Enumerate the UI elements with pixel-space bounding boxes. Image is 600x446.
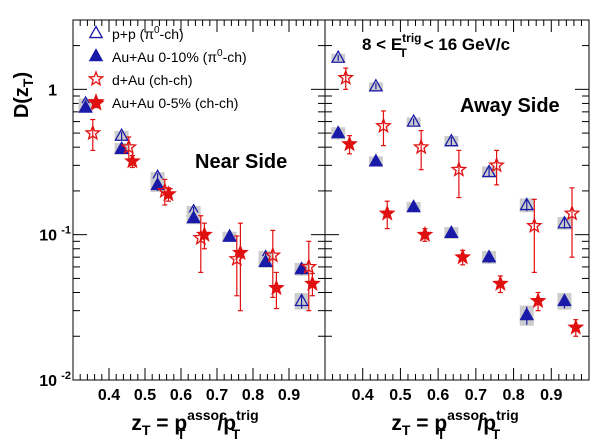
x-tick-label: 0.8 <box>242 387 264 404</box>
legend-marker <box>87 70 105 87</box>
data-point <box>557 293 572 307</box>
series-3 <box>87 94 321 312</box>
plot-frame <box>324 19 590 381</box>
y-axis-label: D(zT) <box>11 72 36 118</box>
data-point <box>481 249 497 263</box>
series-1 <box>78 99 309 276</box>
legend-label: Au+Au 0-5% (ch-ch) <box>112 95 238 111</box>
legend: p+p (π0-ch) Au+Au 0-10% (π0-ch) d+Au (ch-c… <box>87 25 247 111</box>
data-point <box>416 225 434 242</box>
plot-frame <box>72 19 326 381</box>
panel-label: Near Side <box>195 151 287 173</box>
data-point <box>406 199 421 213</box>
data-point <box>84 124 102 141</box>
data-point <box>563 204 581 221</box>
data-point <box>123 152 141 169</box>
series-0 <box>330 49 572 230</box>
panel-near-side: 0.4 0.5 0.6 0.7 0.8 0.9 Near Side <box>72 19 326 404</box>
legend-label: d+Au (ch-ch) <box>112 72 193 88</box>
data-point <box>231 243 249 260</box>
panel-label: Away Side <box>460 95 560 117</box>
y-tick-label: 1 <box>48 82 57 99</box>
legend-label: Au+Au 0-10% (π0-ch) <box>112 48 247 65</box>
legend-marker <box>88 25 104 39</box>
legend-entry: p+p (π0-ch) <box>88 25 184 42</box>
x-tick-label: 0.6 <box>170 387 192 404</box>
legend-entry: d+Au (ch-ch) <box>87 70 193 88</box>
data-point <box>406 113 421 127</box>
x-tick-label: 0.9 <box>278 387 300 404</box>
data-point <box>330 125 346 139</box>
data-point <box>488 156 506 173</box>
data-point <box>375 117 392 134</box>
data-point <box>303 274 321 291</box>
x-tick-label: 0.4 <box>352 387 374 404</box>
data-point <box>368 153 384 167</box>
legend-entry: Au+Au 0-5% (ch-ch) <box>87 93 238 111</box>
data-point <box>150 177 165 191</box>
data-point <box>557 215 572 229</box>
data-point <box>444 224 459 239</box>
data-point <box>529 292 547 309</box>
data-point <box>78 99 93 113</box>
data-point <box>300 258 318 275</box>
data-point <box>159 185 177 202</box>
y-tick-exponent: -1 <box>61 225 71 237</box>
x-tick-label: 0.7 <box>465 387 487 404</box>
series-2 <box>337 67 581 274</box>
x-tick-label: 0.4 <box>98 387 120 404</box>
data-point <box>444 133 459 147</box>
legend-marker <box>87 93 105 110</box>
data-point <box>341 135 358 152</box>
x-tick-label: 0.7 <box>206 387 228 404</box>
data-point <box>567 318 585 335</box>
data-point <box>491 274 509 291</box>
legend-label: p+p (π0-ch) <box>112 25 184 42</box>
data-point <box>330 49 346 63</box>
y-tick-label: 10 <box>39 373 57 390</box>
data-point <box>264 246 282 263</box>
data-point <box>294 293 309 307</box>
data-point <box>525 216 543 234</box>
data-point <box>195 225 213 242</box>
data-point <box>120 138 138 155</box>
data-point <box>378 204 396 221</box>
panel-away-side: 0.4 0.5 0.6 0.7 0.8 0.9 Away Side <box>324 19 590 404</box>
data-point <box>519 197 535 211</box>
trigger-range-label: 8 < Etrig T < 16 GeV/c <box>362 31 510 60</box>
y-tick-exponent: -2 <box>61 370 71 382</box>
x-tick-label: 0.9 <box>540 387 562 404</box>
data-point <box>267 279 285 296</box>
data-point <box>454 248 472 265</box>
legend-marker <box>88 48 104 62</box>
data-point <box>186 210 201 224</box>
data-point <box>450 160 468 177</box>
legend-entry: Au+Au 0-10% (π0-ch) <box>88 48 247 65</box>
data-point <box>222 228 237 242</box>
data-point <box>412 138 430 155</box>
data-point <box>114 127 129 141</box>
data-point <box>337 68 355 86</box>
x-tick-label: 0.5 <box>389 387 411 404</box>
data-point <box>368 78 384 92</box>
y-tick-label: 10 <box>39 228 57 245</box>
series-0 <box>78 95 309 310</box>
x-axis-label: zT = passoc T/ptrig T <box>391 407 518 442</box>
x-tick-label: 0.8 <box>502 387 524 404</box>
x-axis-label: zT = passoc T/ptrig T <box>131 407 258 442</box>
series-3 <box>341 135 585 337</box>
x-tick-label: 0.5 <box>134 387 156 404</box>
series-1 <box>330 125 572 326</box>
x-tick-label: 0.6 <box>427 387 449 404</box>
data-point <box>519 307 535 321</box>
